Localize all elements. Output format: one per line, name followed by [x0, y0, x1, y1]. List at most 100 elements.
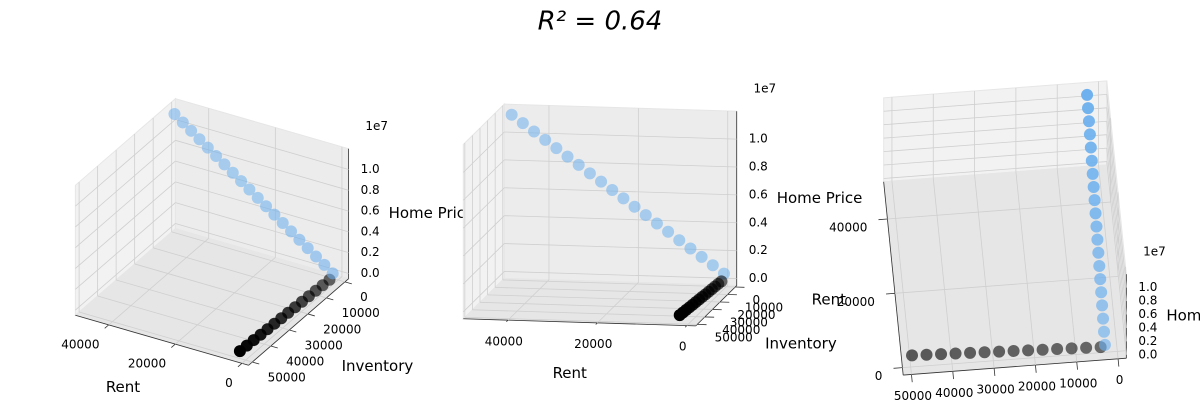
z-offset-label: 1e7: [753, 81, 776, 95]
z-axis-label: Home Price: [389, 204, 475, 222]
grid-line: [472, 309, 705, 318]
grid-line: [175, 160, 349, 212]
z-tick-label: 0.4: [1138, 320, 1157, 334]
z-axis-label: Home Price: [777, 189, 863, 207]
data-point: [1082, 102, 1095, 115]
y-tick-label: 30000: [730, 315, 768, 329]
tick-mark: [104, 324, 109, 329]
grid-line: [464, 316, 698, 325]
grid-line: [75, 119, 176, 207]
grid-line: [463, 131, 505, 173]
data-point: [662, 225, 675, 238]
data-point: [1007, 344, 1020, 357]
data-point: [650, 217, 663, 230]
grid-line: [883, 147, 1107, 166]
grid-line: [134, 263, 308, 315]
y-tick-label: 0: [753, 293, 761, 307]
grid-line: [487, 294, 721, 303]
y-axis-line: [903, 357, 1127, 376]
grid-line: [686, 284, 729, 326]
tick-mark: [595, 322, 598, 325]
x-tick-label: 40000: [61, 337, 99, 351]
data-point: [285, 225, 298, 238]
grid-line: [974, 174, 995, 369]
grid-line: [504, 215, 737, 224]
y-tick-label: 50000: [268, 370, 306, 384]
z-tick-label: 0.6: [749, 187, 768, 201]
data-point: [978, 346, 991, 359]
data-point: [606, 184, 619, 197]
data-point: [1091, 233, 1104, 246]
grid-line: [504, 271, 737, 279]
data-point: [235, 175, 248, 188]
grid-line: [504, 187, 737, 196]
data-point: [617, 192, 630, 205]
grid-line: [463, 215, 505, 257]
figure-title: R² = 0.64: [538, 7, 663, 37]
grid-line: [1106, 161, 1127, 355]
data-point: [528, 125, 541, 138]
grid-line: [504, 131, 737, 140]
z-tick-label: 0.0: [361, 266, 380, 280]
data-point: [1085, 154, 1098, 167]
grid-line: [1106, 121, 1127, 315]
grid-line: [883, 161, 1107, 179]
tick-mark: [344, 281, 352, 285]
grid-line: [507, 279, 550, 321]
grid-line: [75, 223, 176, 311]
y-axis-line: [695, 285, 737, 327]
tick-mark: [270, 345, 278, 349]
x-tick-label: 20000: [837, 295, 875, 309]
y-tick-label: 10000: [1059, 376, 1097, 390]
tick-mark: [1035, 365, 1037, 373]
subplot: 02000040000010000200003000040000500000.0…: [61, 97, 475, 396]
data-point: [185, 124, 198, 137]
grid-line: [1106, 94, 1127, 288]
data-point: [1089, 207, 1102, 220]
tick-mark: [1117, 358, 1120, 367]
z-tick-label: 0.2: [361, 245, 380, 259]
subplot: 02000040000010000200003000040000500000.0…: [462, 81, 863, 382]
grid-line: [502, 279, 736, 288]
data-point: [168, 108, 181, 121]
data-point: [1092, 246, 1105, 259]
tick-mark: [684, 325, 688, 328]
z-tick-label: 1.0: [361, 162, 380, 176]
tick-mark: [1076, 361, 1078, 370]
x-axis-label: Rent: [553, 364, 587, 382]
z-tick-label: 1.0: [1138, 280, 1157, 294]
grid-line: [463, 271, 505, 313]
tick-mark: [885, 292, 895, 295]
subplot: 02000040000010000200003000040000500000.0…: [812, 80, 1200, 400]
y-tick-label: 10000: [745, 301, 783, 315]
y-tick-label: 10000: [342, 306, 380, 320]
grid-line: [116, 279, 290, 331]
data-point: [1094, 273, 1107, 286]
tick-mark: [911, 374, 913, 383]
data-point: [243, 183, 256, 196]
data-point: [326, 267, 339, 280]
data-point: [226, 166, 239, 179]
y-tick-label: 30000: [977, 383, 1015, 397]
x-axis-label: Rent: [812, 290, 846, 308]
data-point: [218, 158, 231, 171]
x-axis-label: Rent: [106, 378, 140, 396]
z-offset-label: 1e7: [1143, 244, 1166, 258]
y-tick-label: 40000: [722, 323, 760, 337]
tick-mark: [289, 329, 297, 333]
data-point: [193, 133, 206, 146]
grid-line: [883, 93, 1107, 112]
grid-line: [504, 243, 737, 252]
z-tick-label: 0.4: [749, 215, 768, 229]
data-point: [276, 217, 289, 230]
x-axis-line: [463, 318, 696, 327]
z-offset-label: 1e7: [365, 119, 388, 133]
y-tick-label: 0: [1116, 373, 1124, 387]
grid-line: [241, 276, 343, 364]
data-point: [935, 348, 948, 361]
data-point: [684, 242, 697, 255]
data-point: [1097, 312, 1110, 325]
data-point: [583, 167, 596, 180]
data-point: [1082, 115, 1095, 128]
grid-line: [463, 243, 505, 285]
